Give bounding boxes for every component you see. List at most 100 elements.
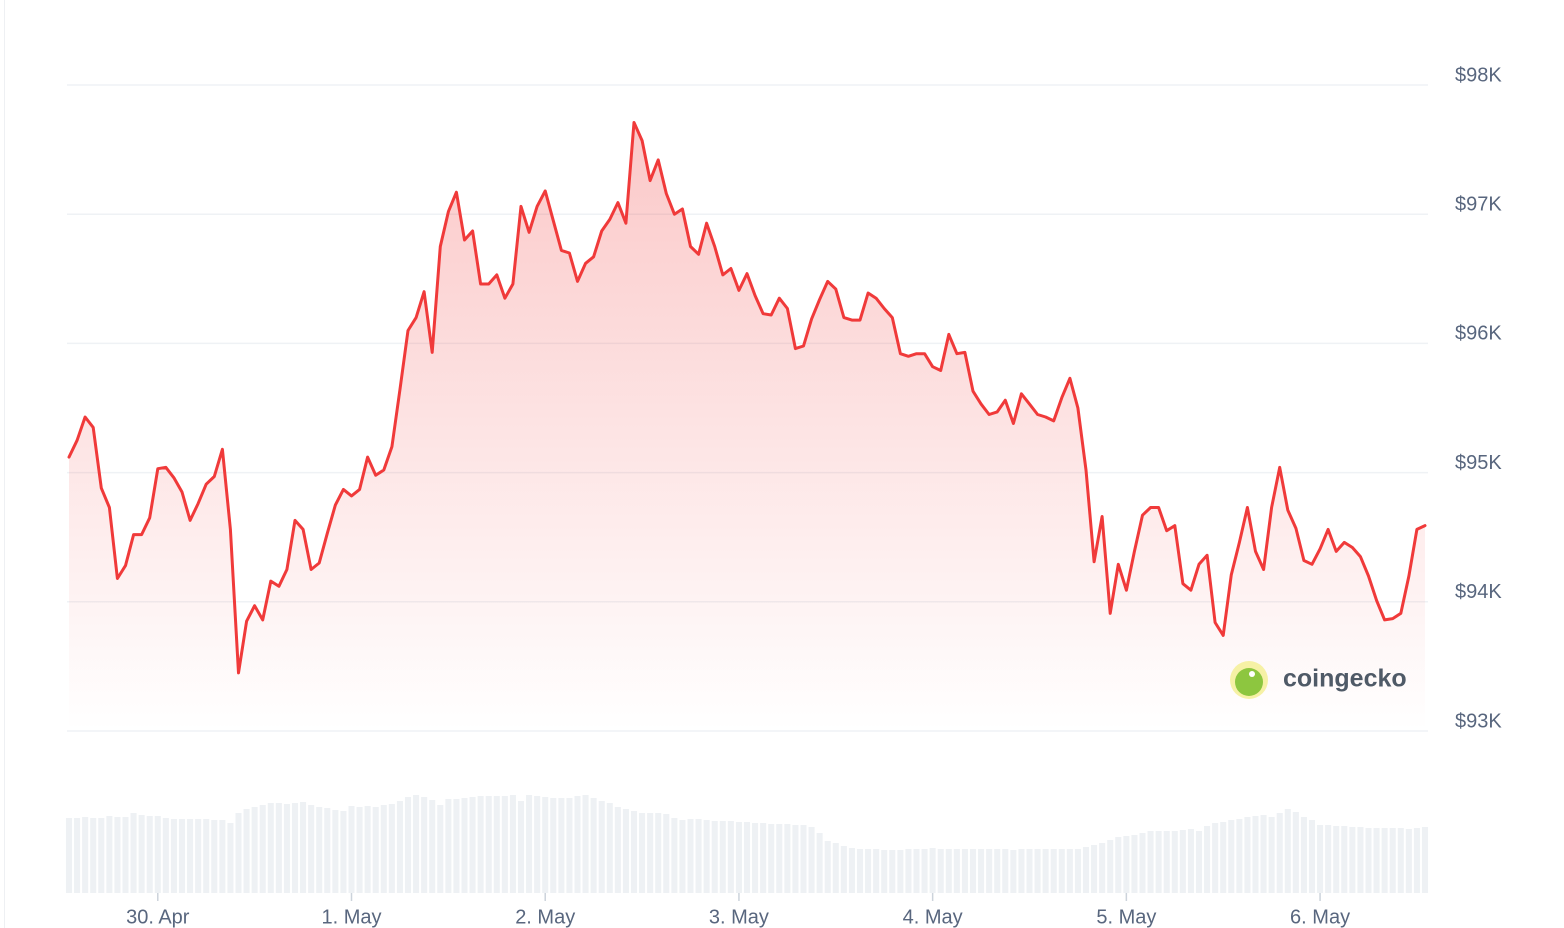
volume-bar bbox=[122, 817, 129, 893]
watermark: coingecko bbox=[1230, 661, 1407, 699]
volume-bar bbox=[227, 823, 234, 893]
volume-bar bbox=[703, 820, 710, 893]
volume-bar bbox=[622, 809, 629, 893]
volume-bar bbox=[760, 823, 767, 893]
volume-bar bbox=[816, 833, 823, 893]
volume-bar bbox=[1389, 828, 1396, 893]
volume-bar bbox=[1204, 826, 1211, 893]
volume-bar bbox=[187, 819, 194, 893]
volume-bar bbox=[98, 818, 105, 893]
plot bbox=[67, 121, 1427, 731]
logo-eye bbox=[1249, 671, 1255, 677]
volume-bar bbox=[82, 817, 89, 893]
volume-bar bbox=[388, 804, 395, 893]
x-tick-label: 3. May bbox=[709, 906, 769, 928]
volume-bar bbox=[1220, 822, 1227, 893]
volume-bar bbox=[1252, 816, 1259, 893]
volume-bar bbox=[937, 849, 944, 893]
volume-bar bbox=[921, 849, 928, 893]
volume-bar bbox=[138, 815, 145, 893]
volume-bar bbox=[953, 849, 960, 893]
volume-bar bbox=[106, 816, 113, 893]
volume-bar bbox=[1026, 849, 1033, 893]
volume-bar bbox=[978, 849, 985, 893]
volume-bar bbox=[913, 849, 920, 893]
volume-bars bbox=[65, 795, 1429, 893]
y-tick-label: $98K bbox=[1455, 64, 1502, 86]
volume-bar bbox=[146, 816, 153, 893]
volume-bar bbox=[203, 819, 210, 893]
volume-bar bbox=[534, 796, 541, 893]
volume-bar bbox=[776, 824, 783, 893]
volume-bar bbox=[800, 825, 807, 893]
volume-bar bbox=[550, 798, 557, 893]
volume-bar bbox=[1099, 843, 1106, 893]
volume-bar bbox=[1050, 849, 1057, 893]
volume-bar bbox=[1228, 820, 1235, 893]
volume-bar bbox=[969, 849, 977, 893]
volume-bar bbox=[897, 850, 904, 893]
volume-bar bbox=[1333, 826, 1340, 893]
volume-bar bbox=[267, 803, 274, 893]
volume-bar bbox=[178, 819, 186, 893]
volume-bar bbox=[889, 850, 896, 893]
volume-bar bbox=[1284, 809, 1291, 893]
volume-bar bbox=[630, 811, 638, 893]
volume-bar bbox=[195, 819, 202, 893]
volume-bar bbox=[1018, 849, 1025, 893]
volume-bar bbox=[445, 799, 452, 893]
volume-bar bbox=[243, 809, 250, 893]
volume-bar bbox=[655, 813, 662, 893]
volume-bar bbox=[170, 819, 177, 893]
volume-bar bbox=[1292, 812, 1299, 893]
volume-bar bbox=[1381, 828, 1388, 893]
volume-bar bbox=[1091, 845, 1098, 893]
volume-bar bbox=[1034, 849, 1041, 893]
x-tick-label: 5. May bbox=[1096, 906, 1156, 928]
volume-bar bbox=[308, 805, 315, 893]
volume-bar bbox=[461, 798, 468, 893]
volume-bar bbox=[1421, 827, 1429, 893]
volume-bar bbox=[711, 821, 718, 893]
volume-bar bbox=[413, 795, 420, 893]
volume-bar bbox=[865, 849, 872, 893]
volume-bar bbox=[211, 820, 218, 893]
volume-bar bbox=[1325, 825, 1332, 893]
volume-bar bbox=[1131, 835, 1138, 893]
y-tick-label: $94K bbox=[1455, 581, 1502, 603]
volume-bar bbox=[437, 805, 444, 893]
volume-bar bbox=[1163, 831, 1170, 893]
volume-bar bbox=[1074, 849, 1081, 893]
volume-bar bbox=[824, 841, 831, 893]
volume-bar bbox=[856, 849, 864, 893]
volume-bar bbox=[1244, 817, 1251, 893]
volume-bar bbox=[945, 849, 952, 893]
volume-bar bbox=[291, 803, 299, 893]
volume-bar bbox=[606, 803, 613, 893]
volume-bar bbox=[1341, 826, 1348, 893]
volume-bar bbox=[154, 816, 161, 893]
volume-bar bbox=[1317, 825, 1324, 893]
volume-bar bbox=[275, 803, 282, 893]
volume-bar bbox=[961, 849, 968, 893]
volume-bar bbox=[582, 795, 589, 893]
volume-bar bbox=[639, 813, 646, 893]
volume-bar bbox=[332, 810, 339, 893]
volume-bar bbox=[1179, 830, 1186, 893]
volume-bar bbox=[1082, 847, 1090, 893]
volume-bar bbox=[1058, 849, 1065, 893]
volume-bar bbox=[792, 825, 799, 893]
volume-bar bbox=[1276, 813, 1283, 893]
volume-bar bbox=[574, 796, 581, 893]
volume-bar bbox=[1357, 827, 1364, 893]
volume-bar bbox=[1042, 849, 1049, 893]
volume-bar bbox=[1066, 849, 1073, 893]
volume-bar bbox=[65, 818, 73, 893]
volume-bar bbox=[1236, 819, 1243, 893]
volume-bar bbox=[380, 805, 387, 893]
volume-bar bbox=[485, 796, 492, 893]
volume-bar bbox=[590, 798, 597, 893]
volume-bar bbox=[1373, 828, 1380, 893]
volume-bar bbox=[493, 796, 500, 893]
volume-bar bbox=[162, 818, 169, 893]
